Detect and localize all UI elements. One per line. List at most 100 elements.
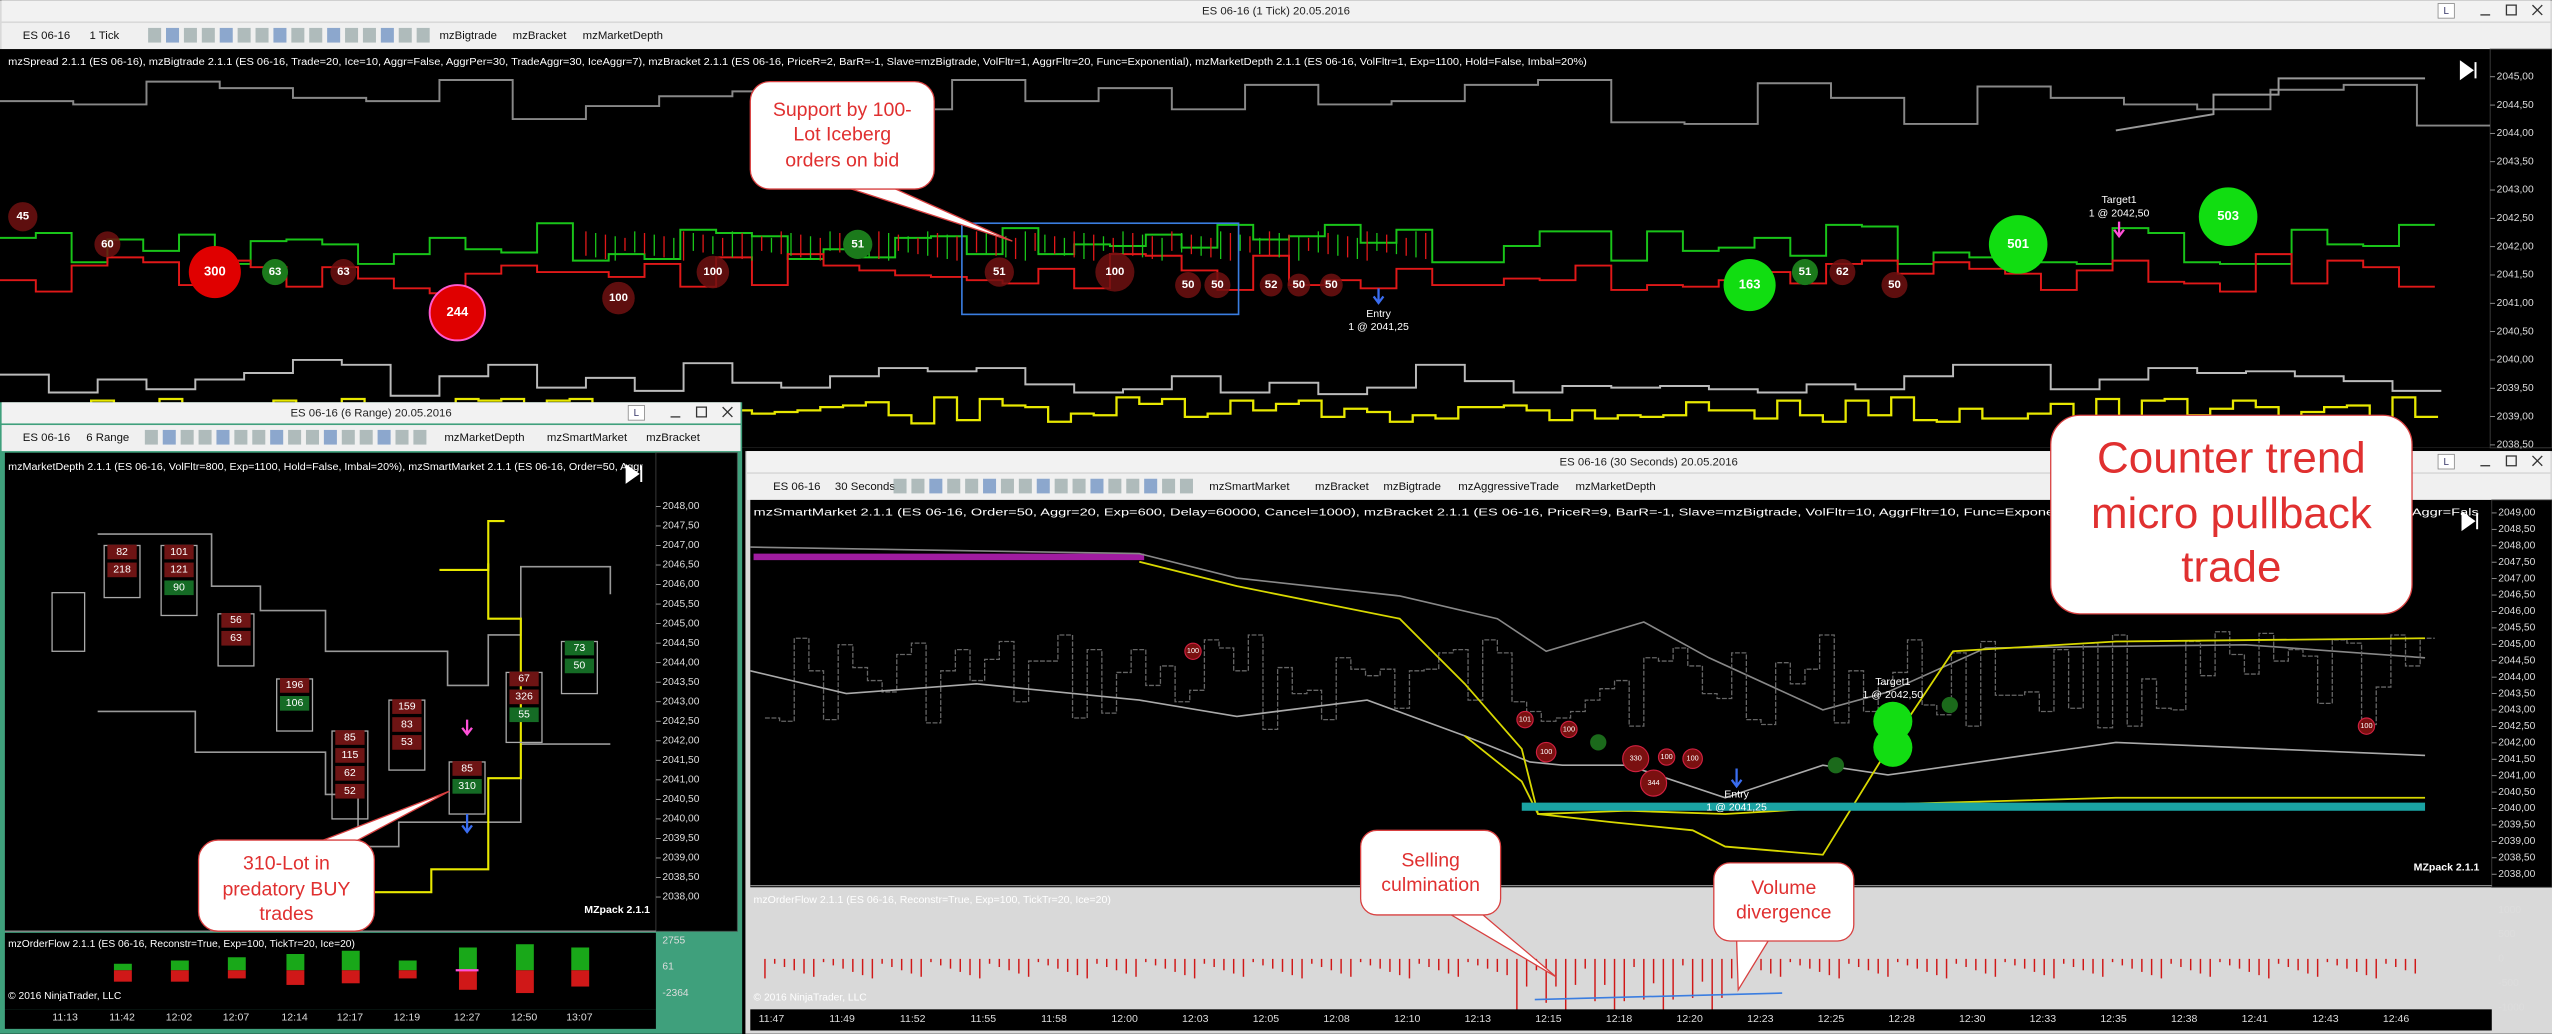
bubble-label: 100	[1187, 646, 1199, 655]
close-button[interactable]	[2532, 455, 2543, 467]
brand-label: MZpack 2.1.1	[584, 904, 650, 916]
toolbar-icon[interactable]	[201, 27, 215, 43]
play-icon[interactable]	[625, 463, 643, 484]
footprint-cell	[221, 613, 251, 628]
toolbar-icon[interactable]	[1090, 478, 1104, 494]
footprint-value: 196	[286, 679, 304, 691]
toolbar-icon[interactable]	[166, 27, 180, 43]
toolbar-icon[interactable]	[1162, 478, 1176, 494]
toolbar-item[interactable]: 6 Range	[86, 432, 129, 444]
toolbar-item[interactable]: mzBracket	[513, 30, 568, 42]
toolbar-item[interactable]: mzAggressiveTrade	[1458, 481, 1559, 493]
maximize-button[interactable]	[2505, 4, 2517, 16]
toolbar-item[interactable]: mzBigtrade	[439, 30, 497, 42]
close-button[interactable]	[2532, 4, 2543, 16]
time-label: 11:42	[109, 1011, 135, 1023]
toolbar-icon[interactable]	[234, 429, 248, 445]
orderflow-buy	[286, 953, 305, 971]
toolbar-icon[interactable]	[1144, 478, 1158, 494]
toolbar-icon[interactable]	[162, 429, 176, 445]
toolbar-item[interactable]: mzMarketDepth	[583, 30, 663, 42]
bid-bubble	[1590, 734, 1607, 751]
close-button[interactable]	[722, 406, 733, 418]
toolbar-icon[interactable]	[359, 429, 373, 445]
orderflow-buy	[113, 963, 132, 971]
orderflow-sell	[571, 970, 590, 987]
toolbar-icon[interactable]	[893, 478, 907, 494]
toolbar-icon[interactable]	[416, 27, 430, 43]
maximize-button[interactable]	[695, 406, 708, 418]
toolbar-icon[interactable]	[255, 27, 269, 43]
toolbar-icon[interactable]	[362, 27, 376, 43]
toolbar-icon[interactable]	[341, 429, 355, 445]
orderflow-sell	[227, 970, 246, 979]
toolbar-icon[interactable]	[1000, 478, 1014, 494]
toolbar-icon[interactable]	[237, 27, 251, 43]
toolbar-item[interactable]: 30 Seconds	[835, 481, 895, 493]
toolbar-icon[interactable]	[965, 478, 979, 494]
toolbar-icon[interactable]	[291, 27, 305, 43]
toolbar-icon[interactable]	[1179, 478, 1193, 494]
price-label: 2045,00	[2498, 639, 2535, 650]
toolbar-item[interactable]: mzBracket	[1315, 481, 1370, 493]
toolbar-item[interactable]: mzSmartMarket	[1209, 481, 1290, 493]
window-title: ES 06-16 (30 Seconds) 20.05.2016	[1560, 456, 1738, 468]
toolbar-icon[interactable]	[947, 478, 961, 494]
toolbar-item[interactable]: mzMarketDepth	[444, 432, 524, 444]
toolbar-item[interactable]: ES 06-16	[773, 481, 820, 493]
maximize-button[interactable]	[2505, 455, 2517, 467]
toolbar-icon[interactable]	[148, 27, 162, 43]
toolbar-icon[interactable]	[1126, 478, 1140, 494]
toolbar-icon[interactable]	[413, 429, 427, 445]
toolbar-icon[interactable]	[183, 27, 197, 43]
toolbar-item[interactable]: mzSmartMarket	[547, 432, 628, 444]
toolbar-item[interactable]: 1 Tick	[90, 30, 120, 42]
toolbar-icon[interactable]	[273, 27, 287, 43]
toolbar-icon[interactable]	[911, 478, 925, 494]
toolbar-icon[interactable]	[309, 27, 323, 43]
bubble-label: 503	[2217, 208, 2239, 223]
link-button[interactable]	[2437, 453, 2455, 470]
orderflow-axis-label: 500	[2498, 929, 2515, 940]
toolbar-icon[interactable]	[198, 429, 212, 445]
toolbar-icon[interactable]	[144, 429, 158, 445]
toolbar-item[interactable]: mzBigtrade	[1383, 481, 1441, 493]
play-icon[interactable]	[2459, 60, 2477, 81]
link-button[interactable]	[627, 405, 645, 421]
toolbar-icon[interactable]	[380, 27, 394, 43]
toolbar-icon[interactable]	[1072, 478, 1086, 494]
toolbar-icon[interactable]	[377, 429, 391, 445]
toolbar-icon[interactable]	[1036, 478, 1050, 494]
time-label: 11:52	[900, 1013, 926, 1025]
toolbar-icon[interactable]	[1018, 478, 1032, 494]
toolbar-icon[interactable]	[398, 27, 412, 43]
toolbar-icon[interactable]	[252, 429, 266, 445]
toolbar-icon[interactable]	[395, 429, 409, 445]
toolbar-item[interactable]: mzMarketDepth	[1575, 481, 1655, 493]
link-button[interactable]	[2437, 3, 2455, 19]
toolbar-icon[interactable]	[219, 27, 233, 43]
footprint-cell	[392, 699, 422, 714]
toolbar-icon[interactable]	[305, 429, 319, 445]
toolbar-icon[interactable]	[327, 27, 341, 43]
toolbar-icon[interactable]	[216, 429, 230, 445]
price-label: 2045,50	[2498, 623, 2535, 634]
footprint-value: 55	[518, 709, 530, 721]
toolbar-icon[interactable]	[270, 429, 284, 445]
play-icon[interactable]	[2461, 511, 2479, 532]
trade-bubble	[843, 229, 873, 260]
toolbar-icon[interactable]	[323, 429, 337, 445]
toolbar-item[interactable]: ES 06-16	[23, 30, 70, 42]
toolbar-icon[interactable]	[1054, 478, 1068, 494]
toolbar-item[interactable]: ES 06-16	[23, 432, 70, 444]
toolbar-icon[interactable]	[345, 27, 359, 43]
toolbar-icon[interactable]	[1108, 478, 1122, 494]
toolbar-icon[interactable]	[288, 429, 302, 445]
toolbar-icon[interactable]	[929, 478, 943, 494]
toolbar-icon[interactable]	[983, 478, 997, 494]
toolbar-icon[interactable]	[180, 429, 194, 445]
toolbar-item[interactable]: mzBracket	[646, 432, 701, 444]
title-bar	[1, 402, 741, 424]
target-label: Target1	[2101, 194, 2136, 206]
